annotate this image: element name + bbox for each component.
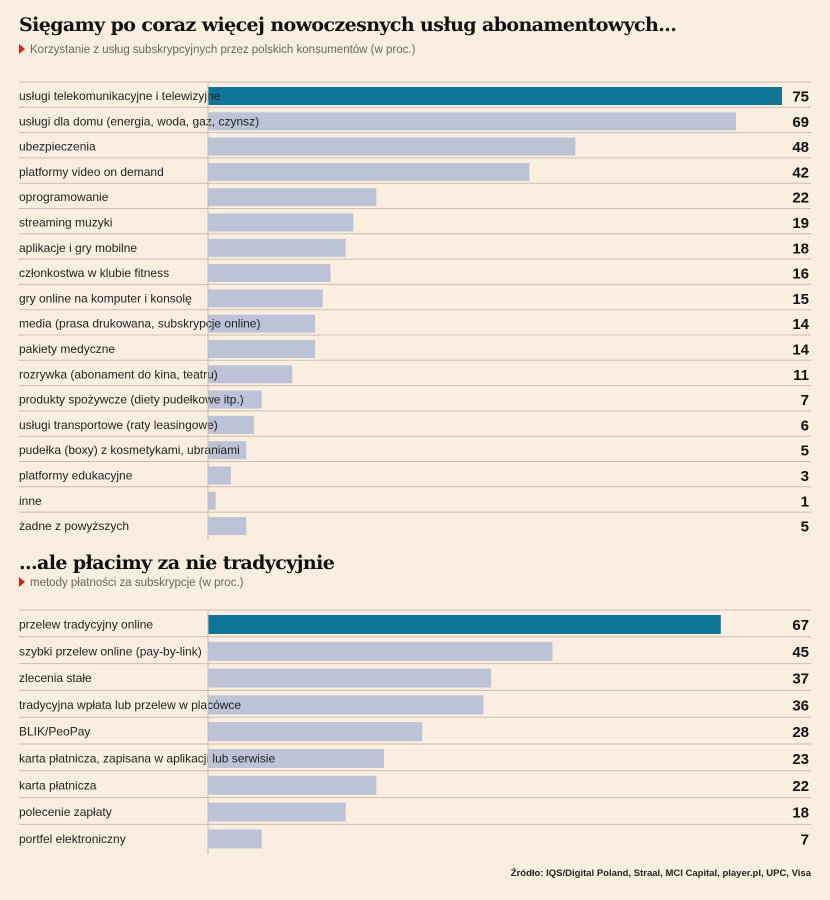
value-label: 37 bbox=[792, 671, 809, 688]
category-label: ubezpieczenia bbox=[19, 140, 96, 154]
chart-subtitle-2: metody płatności za subskrypcje (w proc.… bbox=[19, 577, 243, 589]
bar bbox=[208, 695, 484, 715]
bar bbox=[208, 491, 216, 510]
value-label: 5 bbox=[801, 519, 809, 536]
value-label: 19 bbox=[792, 215, 809, 232]
value-label: 42 bbox=[792, 164, 809, 181]
category-label: produkty spożywcze (diety pudełkowe itp.… bbox=[19, 393, 244, 407]
category-label: żadne z powyższych bbox=[19, 519, 129, 533]
category-label: karta płatnicza bbox=[19, 778, 97, 792]
bar bbox=[208, 517, 247, 536]
bar bbox=[208, 365, 293, 384]
value-label: 15 bbox=[792, 291, 809, 308]
category-label: gry online na komputer i konsolę bbox=[19, 291, 192, 305]
bar bbox=[208, 112, 737, 131]
value-label: 23 bbox=[792, 751, 809, 768]
category-label: usługi transportowe (raty leasingowe) bbox=[19, 418, 218, 432]
chart-title-2: ...ale płacimy za nie tradycyjnie bbox=[19, 552, 335, 574]
value-label: 11 bbox=[793, 367, 809, 384]
bar bbox=[208, 264, 331, 283]
value-label: 28 bbox=[792, 724, 809, 741]
category-label: członkostwa w klubie fitness bbox=[19, 266, 169, 280]
category-label: aplikacje i gry mobilne bbox=[19, 241, 137, 255]
bar bbox=[208, 137, 576, 156]
chart-subtitle-1-text: Korzystanie z usług subskrypcyjnych prze… bbox=[30, 44, 416, 56]
category-label: pakiety medyczne bbox=[19, 342, 115, 356]
bar bbox=[208, 213, 354, 232]
bar bbox=[208, 641, 553, 661]
category-label: polecenie zapłaty bbox=[19, 805, 112, 819]
source-note: Źródło: IQS/Digital Poland, Straal, MCI … bbox=[510, 868, 811, 879]
category-label: zlecenia stałe bbox=[19, 671, 92, 685]
bar bbox=[208, 668, 492, 688]
value-label: 36 bbox=[792, 697, 809, 714]
bar bbox=[208, 775, 377, 795]
category-label: karta płatnicza, zapisana w aplikacji lu… bbox=[19, 752, 275, 766]
category-label: platformy edukacyjne bbox=[19, 469, 133, 483]
bar bbox=[208, 829, 262, 849]
category-label: portfel elektroniczny bbox=[19, 832, 126, 846]
category-label: rozrywka (abonament do kina, teatru) bbox=[19, 367, 218, 381]
bar bbox=[208, 289, 323, 308]
value-label: 3 bbox=[801, 468, 809, 485]
value-label: 1 bbox=[801, 493, 809, 510]
value-label: 67 bbox=[792, 617, 809, 634]
category-label: szybki przelew online (pay-by-link) bbox=[19, 644, 202, 658]
red-triangle-icon bbox=[19, 577, 25, 587]
chart-subtitle-2-text: metody płatności za subskrypcje (w proc.… bbox=[30, 577, 244, 589]
bar bbox=[208, 87, 782, 105]
chart-payment-methods: przelew tradycyjny online 67 szybki przele… bbox=[19, 609, 811, 855]
category-label: pudełka (boxy) z kosmetykami, ubraniami bbox=[19, 443, 240, 457]
category-label: BLIK/PeoPay bbox=[19, 725, 90, 739]
category-label: usługi dla domu (energia, woda, gaz, czy… bbox=[19, 114, 259, 128]
bar bbox=[208, 415, 254, 434]
bar bbox=[208, 340, 316, 358]
bar bbox=[208, 749, 385, 768]
value-label: 45 bbox=[792, 644, 809, 661]
value-label: 14 bbox=[792, 316, 809, 333]
value-label: 5 bbox=[801, 443, 809, 460]
category-label: streaming muzyki bbox=[19, 216, 112, 230]
category-label: inne bbox=[19, 494, 42, 508]
chart-title-1: Sięgamy po coraz więcej nowoczesnych usł… bbox=[19, 14, 677, 36]
value-label: 75 bbox=[792, 89, 809, 106]
value-label: 69 bbox=[792, 114, 809, 131]
value-label: 48 bbox=[792, 139, 809, 156]
category-label: platformy video on demand bbox=[19, 165, 164, 179]
bar bbox=[208, 441, 247, 460]
bar bbox=[208, 615, 721, 634]
bar bbox=[208, 162, 530, 181]
bar bbox=[208, 466, 231, 485]
bar bbox=[208, 390, 262, 409]
bar bbox=[208, 314, 316, 333]
value-label: 18 bbox=[792, 805, 809, 822]
chart-subscription-usage: usługi telekomunikacyjne i telewizyjne 75… bbox=[19, 81, 811, 541]
category-label: usługi telekomunikacyjne i telewizyjne bbox=[19, 89, 221, 103]
chart-subtitle-1: Korzystanie z usług subskrypcyjnych prze… bbox=[19, 44, 415, 56]
value-label: 18 bbox=[792, 240, 809, 257]
category-label: oprogramowanie bbox=[19, 190, 109, 204]
value-label: 6 bbox=[801, 417, 809, 434]
red-triangle-icon bbox=[19, 44, 25, 54]
bar bbox=[208, 802, 346, 822]
value-label: 22 bbox=[792, 778, 809, 795]
bar bbox=[208, 188, 377, 207]
value-label: 14 bbox=[792, 342, 809, 359]
value-label: 16 bbox=[792, 266, 809, 283]
bar bbox=[208, 238, 346, 257]
category-label: tradycyjna wpłata lub przelew w placówce bbox=[19, 698, 241, 712]
bar bbox=[208, 722, 423, 742]
category-label: media (prasa drukowana, subskrypcje onli… bbox=[19, 317, 260, 331]
value-label: 22 bbox=[792, 190, 809, 207]
value-label: 7 bbox=[801, 392, 809, 409]
value-label: 7 bbox=[801, 831, 809, 848]
category-label: przelew tradycyjny online bbox=[19, 618, 153, 632]
